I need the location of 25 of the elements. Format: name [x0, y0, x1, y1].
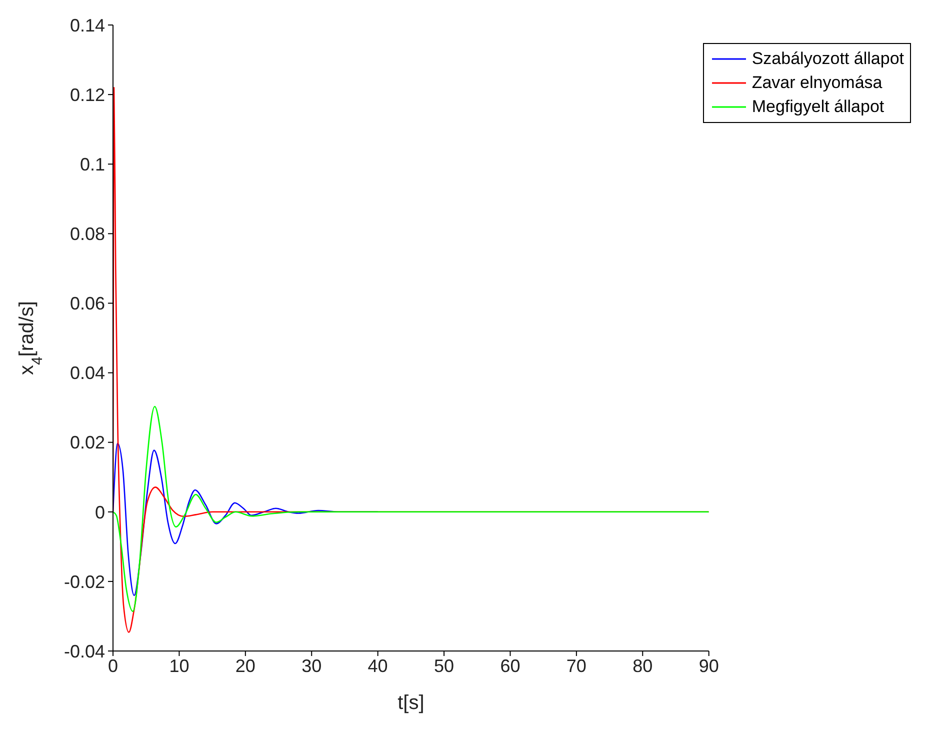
y-tick-label: 0.12: [70, 84, 105, 105]
y-tick-label: -0.02: [64, 572, 105, 592]
legend-label: Szabályozott állapot: [752, 49, 904, 69]
x-tick-label: 80: [632, 656, 653, 676]
x-tick-label: 90: [698, 656, 719, 676]
x-tick-label: 40: [368, 656, 388, 676]
y-tick-label: 0.14: [70, 15, 105, 36]
x-tick-label: 60: [500, 656, 520, 676]
y-tick-label: 0.08: [70, 224, 105, 244]
x-tick-label: 30: [302, 656, 322, 676]
legend-label: Zavar elnyomása: [752, 73, 882, 93]
y-tick-label: 0.1: [80, 154, 105, 174]
y-tick-label: 0.04: [70, 363, 105, 384]
legend-label: Megfigyelt állapot: [752, 97, 884, 117]
x-tick-label: 20: [235, 656, 256, 676]
y-tick-label: 0.06: [70, 294, 105, 314]
x-tick-label: 10: [169, 656, 190, 676]
x-tick-label: 50: [434, 656, 454, 676]
x-tick-label: 0: [108, 656, 118, 676]
x-axis-title: t[s]: [398, 692, 424, 714]
y-tick-label: 0: [94, 502, 105, 522]
line-series: [113, 406, 709, 612]
y-tick-label: -0.04: [64, 641, 105, 662]
y-tick-label: 0.02: [70, 432, 105, 453]
x-tick-label: 70: [566, 656, 586, 676]
